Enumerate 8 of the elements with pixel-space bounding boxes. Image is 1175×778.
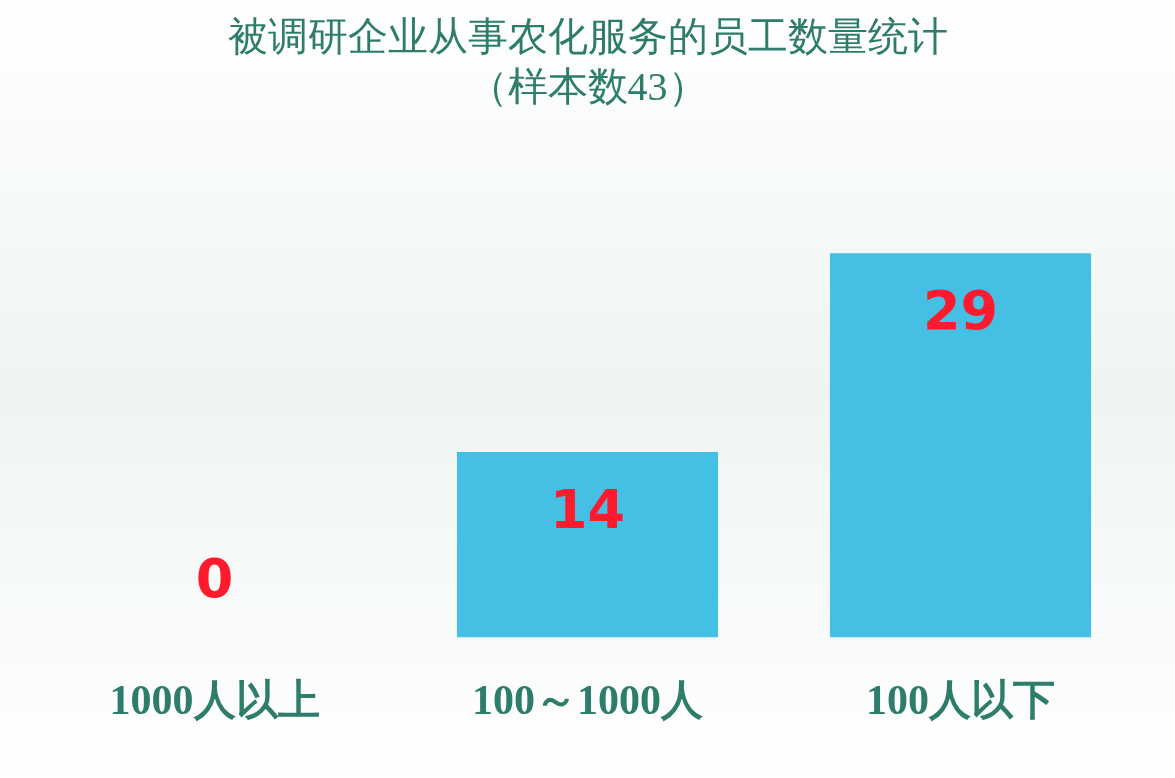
x-tick-label: 100～1000人 xyxy=(472,676,703,723)
chart-title: 被调研企业从事农化服务的员工数量统计 xyxy=(226,13,949,61)
x-tick-label: 1000人以上 xyxy=(109,676,320,723)
data-label: 14 xyxy=(549,478,626,542)
chart-subtitle: （样本数43） xyxy=(466,63,709,111)
data-label: 29 xyxy=(922,279,999,343)
x-tick-label: 100人以下 xyxy=(866,676,1055,723)
data-label: 0 xyxy=(195,546,234,610)
